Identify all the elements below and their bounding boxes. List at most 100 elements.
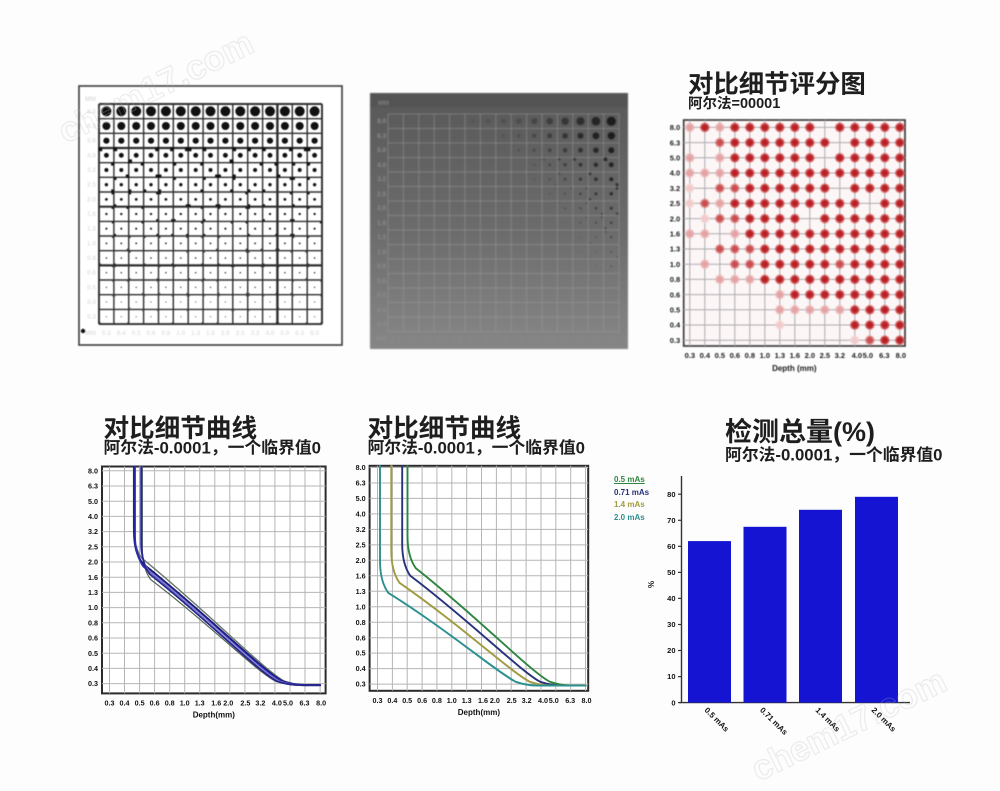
- svg-text:3.2: 3.2: [522, 696, 532, 705]
- svg-text:0.4: 0.4: [377, 307, 386, 314]
- svg-text:0.71 mAs: 0.71 mAs: [758, 706, 790, 738]
- svg-text:5.0: 5.0: [576, 336, 585, 343]
- svg-text:2.5: 2.5: [88, 542, 98, 551]
- svg-text:0.4: 0.4: [117, 330, 126, 337]
- svg-text:8.0: 8.0: [87, 108, 96, 115]
- svg-text:0: 0: [576, 438, 585, 457]
- svg-text:2.0: 2.0: [88, 558, 98, 567]
- svg-text:0.6: 0.6: [88, 634, 98, 643]
- svg-text:0.8: 0.8: [745, 351, 755, 360]
- svg-text:1.3: 1.3: [191, 330, 200, 337]
- svg-text:4.0: 4.0: [87, 152, 96, 159]
- svg-text:1.6: 1.6: [211, 698, 221, 707]
- svg-text:2.0: 2.0: [377, 205, 386, 212]
- svg-text:6.3: 6.3: [87, 123, 96, 130]
- svg-text:4.0: 4.0: [670, 169, 680, 178]
- svg-text:0.3: 0.3: [373, 696, 383, 705]
- svg-text:0.5: 0.5: [715, 351, 725, 360]
- svg-text:0.3: 0.3: [87, 314, 96, 321]
- svg-text:0.8: 0.8: [87, 255, 96, 262]
- svg-text:1.0: 1.0: [760, 351, 770, 360]
- svg-text:10: 10: [667, 672, 675, 681]
- svg-text:%: %: [647, 581, 656, 588]
- svg-text:-0.0001: -0.0001: [775, 446, 832, 465]
- svg-text:Depth (mm): Depth (mm): [772, 364, 817, 373]
- svg-text:1.6: 1.6: [88, 573, 98, 582]
- svg-text:0.3: 0.3: [377, 321, 386, 328]
- svg-text:4.0: 4.0: [88, 512, 98, 521]
- svg-text:0.5: 0.5: [402, 696, 412, 705]
- svg-text:5.0: 5.0: [863, 351, 873, 360]
- svg-text:0.4: 0.4: [356, 664, 366, 673]
- svg-text:50: 50: [667, 568, 675, 577]
- svg-text:MM: MM: [378, 100, 389, 107]
- svg-text:2.0: 2.0: [87, 196, 96, 203]
- svg-text:0.5: 0.5: [422, 336, 431, 343]
- svg-text:2.0: 2.0: [670, 214, 680, 223]
- svg-text:2.5: 2.5: [87, 182, 96, 189]
- svg-text:0.4: 0.4: [670, 321, 681, 330]
- svg-text:8.0: 8.0: [896, 351, 906, 360]
- svg-text:0.3: 0.3: [670, 336, 680, 345]
- svg-text:1.3: 1.3: [484, 336, 493, 343]
- svg-text:0.3: 0.3: [685, 351, 695, 360]
- svg-text:5.0: 5.0: [87, 138, 96, 145]
- svg-text:0.5: 0.5: [356, 649, 366, 658]
- svg-text:1.3: 1.3: [195, 698, 205, 707]
- svg-text:1.0: 1.0: [377, 249, 386, 256]
- svg-text:6.3: 6.3: [356, 479, 366, 488]
- svg-text:5.0: 5.0: [283, 698, 293, 707]
- svg-text:8.0: 8.0: [670, 123, 680, 132]
- svg-text:0.6: 0.6: [150, 698, 160, 707]
- svg-text:80: 80: [667, 490, 675, 499]
- svg-text:0: 0: [312, 438, 321, 457]
- svg-text:2.5: 2.5: [236, 330, 245, 337]
- svg-text:5.0: 5.0: [88, 497, 98, 506]
- svg-text:MM: MM: [85, 330, 96, 337]
- svg-text:2.0: 2.0: [223, 698, 233, 707]
- svg-text:8.0: 8.0: [377, 118, 386, 125]
- svg-text:0.6: 0.6: [146, 330, 155, 337]
- svg-text:60: 60: [667, 542, 675, 551]
- svg-text:20: 20: [667, 646, 675, 655]
- svg-text:0.6: 0.6: [377, 278, 386, 285]
- svg-text:1.6: 1.6: [377, 220, 386, 227]
- svg-text:1.6: 1.6: [206, 330, 215, 337]
- svg-text:0.8: 0.8: [88, 618, 98, 627]
- svg-text:1.0: 1.0: [87, 240, 96, 247]
- svg-text:MM: MM: [85, 96, 96, 103]
- svg-text:5.0: 5.0: [670, 154, 680, 163]
- svg-text:2.0: 2.0: [490, 696, 500, 705]
- svg-text:1.6: 1.6: [87, 211, 96, 218]
- svg-text:6.3: 6.3: [670, 138, 680, 147]
- svg-text:0.3: 0.3: [391, 336, 400, 343]
- svg-text:4.0: 4.0: [356, 510, 366, 519]
- svg-text:0.5: 0.5: [87, 284, 96, 291]
- svg-text:3.2: 3.2: [670, 184, 680, 193]
- svg-text:70: 70: [667, 516, 675, 525]
- svg-text:6.3: 6.3: [300, 698, 310, 707]
- svg-text:1.3: 1.3: [377, 234, 386, 241]
- svg-text:3.2: 3.2: [255, 698, 265, 707]
- svg-text:8.0: 8.0: [316, 698, 326, 707]
- svg-text:0.3: 0.3: [102, 330, 111, 337]
- svg-text:5.0: 5.0: [356, 494, 366, 503]
- svg-text:1.0: 1.0: [670, 260, 680, 269]
- svg-text:0.8: 0.8: [356, 618, 366, 627]
- svg-text:0.5: 0.5: [377, 292, 386, 299]
- svg-text:5.0: 5.0: [280, 330, 289, 337]
- svg-text:1.3: 1.3: [87, 226, 96, 233]
- svg-text:0.6: 0.6: [670, 290, 680, 299]
- svg-text:Depth(mm): Depth(mm): [458, 708, 501, 717]
- svg-text:0.5: 0.5: [132, 330, 141, 337]
- svg-text:2.0: 2.0: [515, 336, 524, 343]
- svg-text:0.5: 0.5: [88, 649, 98, 658]
- svg-text:40: 40: [667, 594, 675, 603]
- svg-text:0.6: 0.6: [87, 270, 96, 277]
- svg-text:8.0: 8.0: [607, 336, 616, 343]
- svg-text:1.3: 1.3: [670, 245, 680, 254]
- svg-text:6.3: 6.3: [592, 336, 601, 343]
- svg-text:1.0: 1.0: [447, 696, 457, 705]
- svg-text:2.0: 2.0: [221, 330, 230, 337]
- svg-text:1.6: 1.6: [499, 336, 508, 343]
